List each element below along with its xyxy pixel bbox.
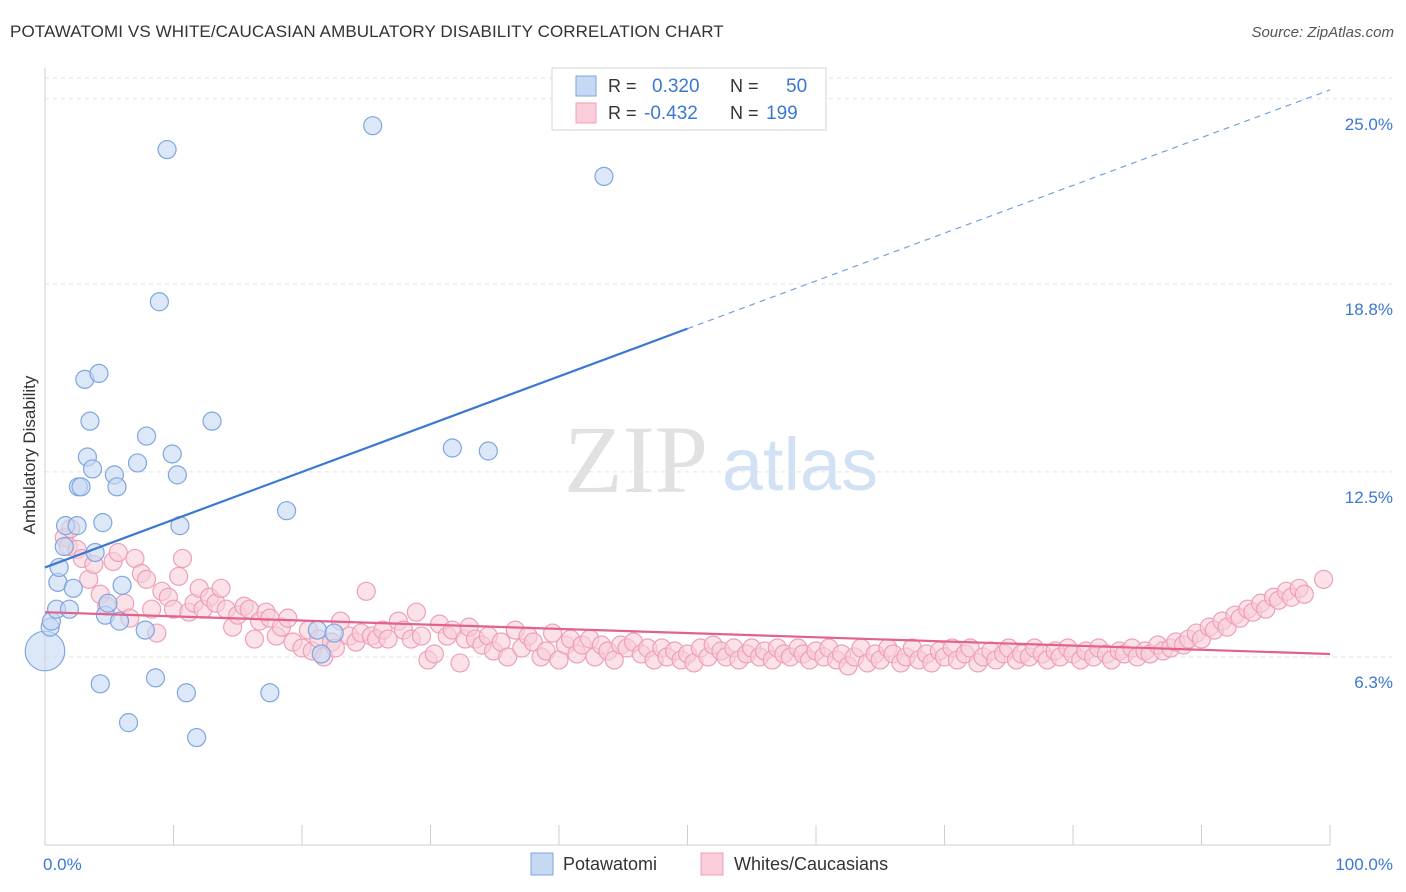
legend-potawatomi-swatch[interactable] — [530, 852, 554, 876]
potawatomi-points — [24, 116, 614, 748]
potawatomi-point — [107, 477, 127, 497]
whites-caucasians-points — [54, 519, 1334, 676]
whites-r-value: -0.432 — [644, 103, 698, 124]
potawatomi-point — [311, 644, 331, 664]
whites-caucasians-point — [278, 608, 298, 628]
potawatomi-point — [149, 292, 169, 312]
whites-caucasians-point — [211, 578, 231, 598]
potawatomi-point — [54, 536, 74, 557]
potawatomi-point — [260, 683, 280, 703]
whites-caucasians-point — [424, 644, 444, 664]
potawatomi-point — [82, 459, 103, 479]
whites-n-value: 199 — [766, 103, 798, 124]
potawatomi-point — [202, 411, 222, 431]
potawatomi-trend-extension — [687, 89, 1331, 330]
whites-caucasians-point — [172, 548, 193, 569]
y-tick-labels: 6.3% 12.5% 18.8% 25.0% — [1345, 115, 1393, 692]
watermark-atlas: atlas — [722, 423, 878, 506]
potawatomi-n-value: 50 — [786, 76, 807, 97]
whites-caucasians-trend-line — [44, 611, 1331, 656]
y-tick-label: 12.5% — [1345, 488, 1393, 507]
x-tick-label-end: 100.0% — [1335, 855, 1393, 874]
potawatomi-point — [276, 501, 297, 521]
source-label: Source: ZipAtlas.com — [1251, 24, 1394, 41]
potawatomi-point — [442, 438, 462, 458]
potawatomi-point — [24, 630, 66, 672]
potawatomi-point — [478, 441, 498, 461]
axes — [44, 68, 1331, 846]
x-tick-labels: 0.0% 100.0% — [43, 855, 1393, 874]
potawatomi-point — [307, 620, 328, 640]
whites-caucasians-point — [406, 602, 426, 622]
whites-caucasians-point — [1294, 584, 1314, 604]
whites-caucasians-point — [356, 581, 376, 601]
potawatomi-point — [118, 713, 139, 733]
whites-caucasians-point — [136, 569, 157, 589]
potawatomi-point — [63, 578, 83, 598]
potawatomi-point — [59, 599, 80, 619]
potawatomi-point — [324, 623, 344, 643]
potawatomi-point — [112, 575, 132, 595]
potawatomi-point — [67, 516, 87, 536]
potawatomi-point — [135, 620, 155, 640]
potawatomi-r-value: 0.320 — [652, 76, 700, 97]
whites-caucasians-point — [169, 566, 189, 586]
potawatomi-point — [594, 166, 614, 187]
whites-caucasians-point — [450, 653, 470, 673]
whites-caucasians-point — [498, 647, 518, 667]
stats-legend-box — [551, 67, 827, 131]
legend-whites-label[interactable]: Whites/Caucasians — [734, 854, 888, 874]
whites-caucasians-point — [244, 629, 265, 649]
potawatomi-point — [93, 513, 113, 533]
whites-caucasians-point — [142, 599, 162, 619]
potawatomi-point — [187, 727, 207, 748]
potawatomi-point — [157, 139, 177, 160]
potawatomi-point — [136, 426, 157, 446]
potawatomi-point — [71, 477, 91, 497]
watermark-zip: ZIP — [564, 406, 708, 513]
stats-legend: R = 0.320 N = 50 R = -0.432 N = 199 — [551, 67, 827, 131]
potawatomi-point — [109, 611, 130, 631]
whites-r-label: R = — [608, 103, 637, 123]
x-tick-label-start: 0.0% — [43, 855, 82, 874]
potawatomi-trend-line — [44, 327, 688, 569]
whites-caucasians-point — [411, 626, 432, 646]
whites-swatch — [575, 102, 597, 124]
potawatomi-point — [363, 116, 383, 136]
trend-lines — [44, 89, 1331, 656]
potawatomi-point — [89, 363, 109, 384]
potawatomi-point — [80, 411, 100, 431]
potawatomi-point — [90, 674, 110, 694]
potawatomi-point — [145, 668, 166, 688]
y-tick-label: 25.0% — [1345, 115, 1393, 134]
grid — [45, 77, 1392, 658]
potawatomi-point — [162, 444, 182, 464]
y-tick-label: 6.3% — [1354, 673, 1393, 692]
y-axis-label: Ambulatory Disability — [20, 375, 39, 534]
legend-potawatomi-label[interactable]: Potawatomi — [563, 854, 657, 874]
chart-title: POTAWATOMI VS WHITE/CAUCASIAN AMBULATORY… — [10, 22, 724, 41]
watermark: ZIP atlas — [564, 406, 878, 513]
potawatomi-r-label: R = — [608, 76, 637, 96]
potawatomi-swatch — [575, 75, 597, 97]
whites-caucasians-point — [1313, 569, 1334, 589]
whites-n-label: N = — [730, 103, 759, 123]
y-tick-label: 18.8% — [1345, 300, 1393, 319]
legend-whites-swatch[interactable] — [700, 852, 724, 876]
potawatomi-n-label: N = — [730, 76, 759, 96]
potawatomi-point — [167, 465, 187, 485]
potawatomi-point — [98, 593, 118, 613]
series-legend: Potawatomi Whites/Caucasians — [530, 852, 888, 876]
whites-caucasians-point — [378, 629, 398, 649]
potawatomi-point — [127, 453, 148, 473]
whites-caucasians-point — [108, 542, 128, 563]
potawatomi-point — [176, 683, 196, 703]
